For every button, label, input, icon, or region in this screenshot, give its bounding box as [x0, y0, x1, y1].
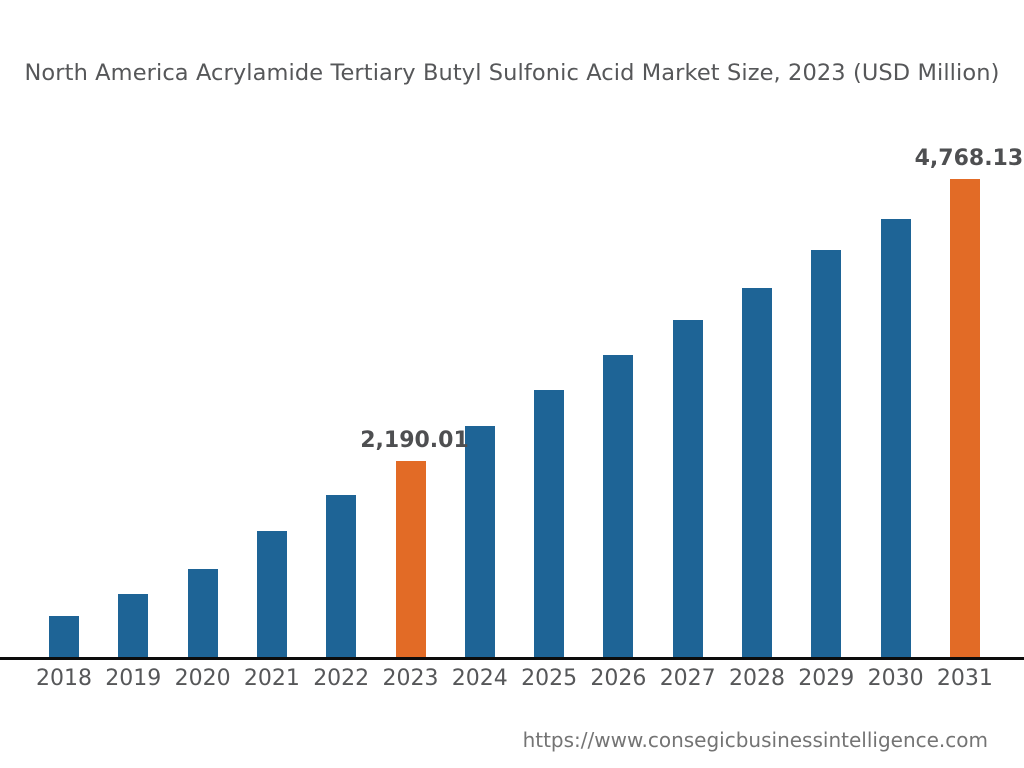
- bar-2026: [603, 355, 634, 657]
- bar-2025: [534, 389, 565, 657]
- x-tick-label-2025: 2025: [521, 666, 578, 691]
- x-tick-label-2021: 2021: [243, 666, 300, 691]
- bar-2020: [187, 569, 218, 657]
- bar-2024: [464, 426, 495, 657]
- x-tick-label-2018: 2018: [36, 666, 92, 691]
- bar-2023: [395, 461, 426, 657]
- chart-title: North America Acrylamide Tertiary Butyl …: [24, 60, 1000, 86]
- bar-2029: [811, 249, 842, 657]
- bar-2027: [672, 320, 703, 657]
- x-tick-label-2023: 2023: [382, 666, 439, 691]
- x-tick-label-2028: 2028: [729, 666, 785, 691]
- bar-2022: [326, 495, 357, 657]
- x-axis-line: [0, 657, 1024, 660]
- x-tick-label-2020: 2020: [174, 666, 231, 691]
- bar-2031: [949, 179, 980, 657]
- bar-2018: [49, 615, 79, 657]
- value-label-2031: 4,768.13: [914, 146, 1024, 171]
- source-url-text: https://www.consegicbusinessintelligence…: [522, 728, 988, 752]
- value-label-2023: 2,190.01: [360, 428, 469, 453]
- bar-2021: [256, 531, 287, 657]
- x-tick-label-2031: 2031: [936, 666, 993, 691]
- x-tick-label-2019: 2019: [105, 666, 162, 691]
- bar-2019: [118, 594, 149, 657]
- x-tick-label-2022: 2022: [313, 666, 370, 691]
- bar-2030: [880, 218, 911, 657]
- x-tick-label-2026: 2026: [590, 666, 647, 691]
- x-tick-label-2024: 2024: [451, 666, 508, 691]
- x-tick-label-2029: 2029: [798, 666, 855, 691]
- x-tick-label-2027: 2027: [659, 666, 716, 691]
- bar-2028: [742, 288, 772, 657]
- x-tick-label-2030: 2030: [867, 666, 924, 691]
